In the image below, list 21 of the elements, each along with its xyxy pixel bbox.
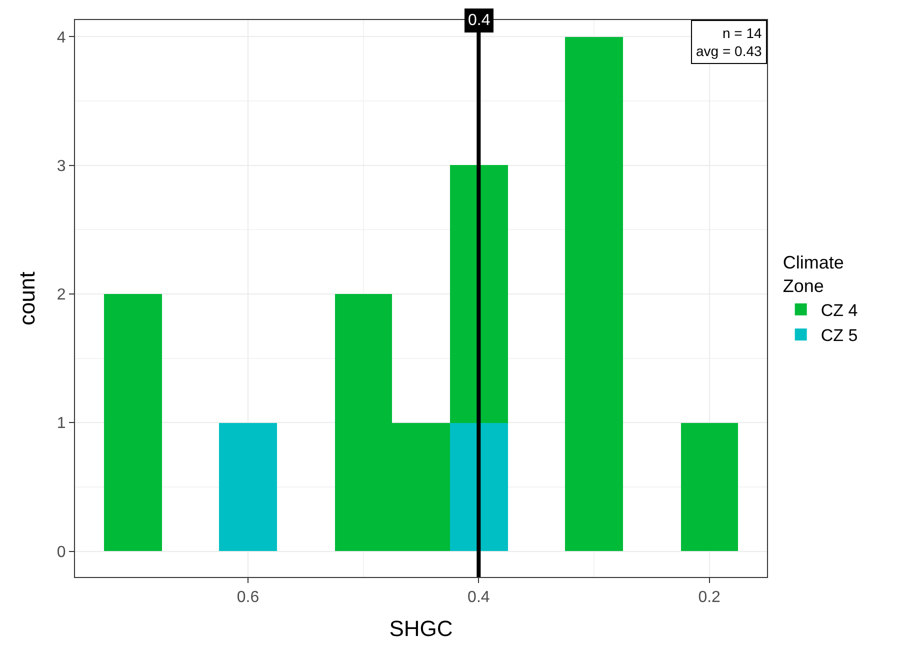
- annotation: n = 14: [722, 25, 762, 41]
- y-axis-title: count: [14, 272, 40, 326]
- y-tick-label: 1: [56, 415, 66, 432]
- x-tick-label: 0.2: [698, 589, 721, 606]
- y-tick-label: 2: [56, 286, 66, 304]
- bar: [565, 37, 623, 551]
- bar: [450, 423, 508, 551]
- x-tick-label: 0.6: [236, 589, 260, 606]
- legend-label: CZ 4: [820, 300, 858, 320]
- x-axis-title: SHGC: [389, 616, 453, 642]
- bar: [681, 423, 738, 551]
- bar: [219, 423, 277, 551]
- bar: [104, 294, 162, 551]
- ref-line-label: 0.4: [468, 12, 490, 29]
- legend-title: Climate Zone: [782, 252, 844, 296]
- y-tick-label: 0: [56, 544, 66, 561]
- x-tick-label: 0.4: [468, 589, 490, 606]
- y-tick-label: 3: [56, 158, 66, 175]
- y-tick-label: 4: [56, 29, 66, 46]
- legend-label: CZ 5: [820, 326, 858, 346]
- annotation: avg = 0.43: [696, 43, 762, 60]
